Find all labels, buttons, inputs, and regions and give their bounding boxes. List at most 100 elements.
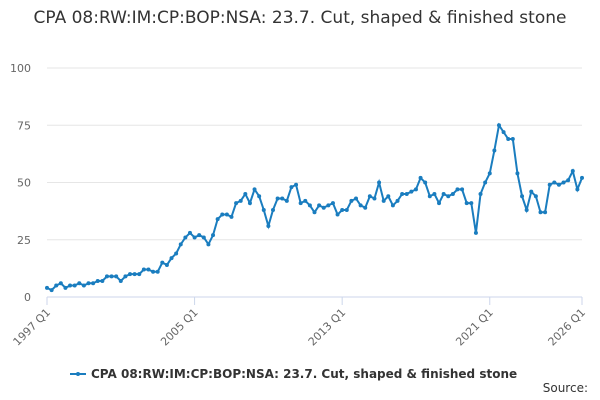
point [506, 136, 511, 141]
point [524, 207, 529, 212]
point [326, 203, 331, 208]
point [377, 180, 382, 185]
point [270, 207, 275, 212]
x-tick-label: 2013 Q1 [306, 306, 349, 349]
point [266, 224, 271, 229]
point [455, 187, 460, 192]
point [556, 182, 561, 187]
point [229, 214, 234, 219]
chart-title: CPA 08:RW:IM:CP:BOP:NSA: 23.7. Cut, shap… [33, 8, 567, 28]
point [496, 123, 501, 128]
point [473, 230, 478, 235]
point [201, 235, 206, 240]
point [151, 269, 156, 274]
point [284, 198, 289, 203]
point [547, 182, 552, 187]
point [367, 194, 372, 199]
point [307, 203, 312, 208]
point [252, 187, 257, 192]
point [372, 196, 377, 201]
point [155, 269, 160, 274]
point [174, 251, 179, 256]
point [363, 205, 368, 210]
point [340, 207, 345, 212]
point [261, 207, 266, 212]
point [317, 203, 322, 208]
point [432, 191, 437, 196]
point [575, 187, 580, 192]
y-tick-label: 0 [24, 291, 31, 304]
point [437, 201, 442, 206]
point [183, 235, 188, 240]
point [123, 274, 128, 279]
point [257, 194, 262, 199]
point [95, 278, 100, 283]
point [390, 203, 395, 208]
point [220, 212, 225, 217]
point [197, 233, 202, 238]
point [58, 281, 63, 286]
point [224, 212, 229, 217]
point [238, 198, 243, 203]
y-tick-label: 50 [17, 177, 31, 190]
point [192, 235, 197, 240]
x-tick-label: 1997 Q1 [11, 306, 54, 349]
point [247, 201, 252, 206]
point [529, 189, 534, 194]
y-tick-label: 100 [10, 62, 31, 75]
point [77, 281, 82, 286]
point [358, 203, 363, 208]
x-tick-label: 2026 Q1 [546, 306, 589, 349]
point [441, 191, 446, 196]
point [72, 283, 77, 288]
point [520, 194, 525, 199]
point [132, 272, 137, 277]
x-tick-label: 2005 Q1 [158, 306, 201, 349]
point [215, 217, 220, 222]
point [81, 283, 86, 288]
legend-label: CPA 08:RW:IM:CP:BOP:NSA: 23.7. Cut, shap… [91, 367, 517, 381]
point [566, 178, 571, 183]
point [45, 285, 49, 290]
point [330, 201, 335, 206]
point [104, 274, 109, 279]
point [552, 180, 557, 185]
point [49, 288, 54, 293]
point [234, 201, 239, 206]
point [298, 201, 303, 206]
point [321, 205, 326, 210]
point [128, 272, 133, 277]
point [68, 283, 73, 288]
point [243, 191, 248, 196]
point [141, 267, 146, 272]
point [492, 148, 497, 153]
point [404, 191, 409, 196]
point [289, 185, 294, 190]
point [413, 187, 418, 192]
point [515, 171, 520, 176]
point [501, 130, 506, 135]
point [187, 230, 192, 235]
point [349, 198, 354, 203]
point [169, 256, 174, 261]
point [275, 196, 280, 201]
point [543, 210, 548, 215]
point [54, 283, 59, 288]
point [211, 233, 216, 238]
point [533, 194, 538, 199]
point [63, 285, 68, 290]
point [409, 189, 414, 194]
point [178, 242, 183, 247]
point [423, 180, 428, 185]
point [160, 260, 165, 265]
point [469, 201, 474, 206]
point [91, 281, 96, 286]
point [450, 191, 455, 196]
point [427, 194, 432, 199]
series-line [46, 122, 583, 292]
point [460, 187, 465, 192]
point [354, 196, 359, 201]
point [446, 194, 451, 199]
point [335, 212, 340, 217]
